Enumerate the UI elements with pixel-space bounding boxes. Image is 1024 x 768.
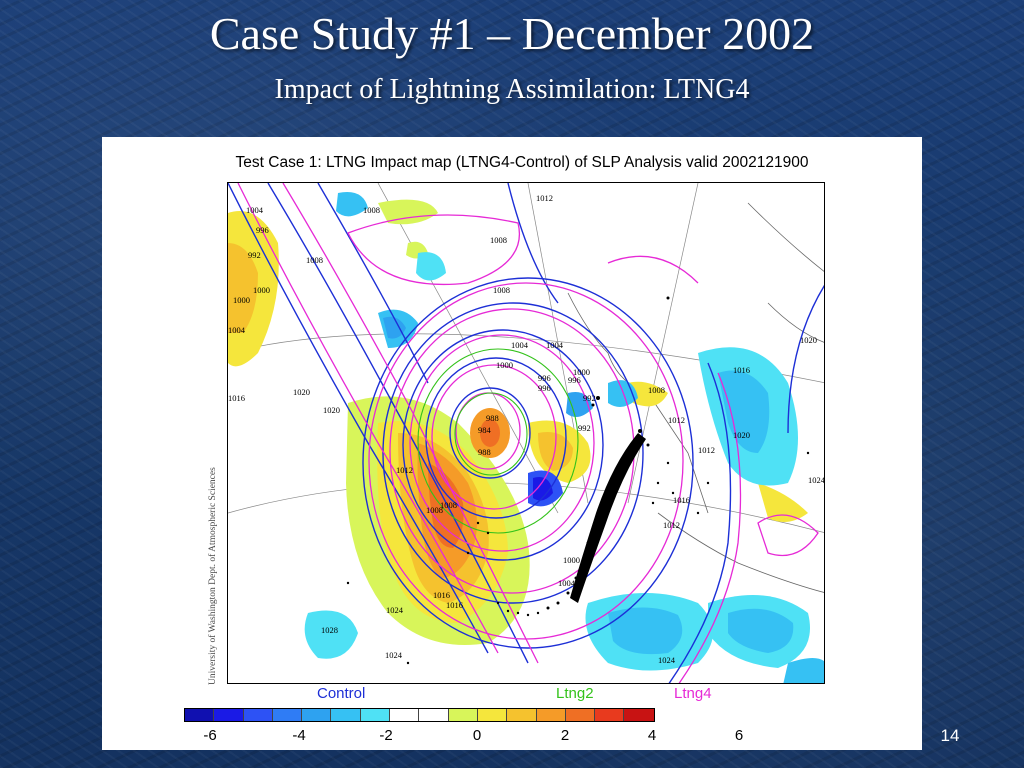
colorbar-swatch bbox=[185, 709, 215, 721]
negative-impact-shading bbox=[304, 192, 824, 683]
colorbar bbox=[184, 708, 655, 722]
colorbar-swatch bbox=[536, 709, 566, 721]
colorbar-swatch bbox=[565, 709, 596, 721]
slide-title: Case Study #1 – December 2002 bbox=[209, 8, 815, 59]
colorbar-swatch bbox=[302, 709, 332, 721]
contour-label: 1024 bbox=[808, 475, 825, 485]
contour-label: 1024 bbox=[658, 655, 676, 665]
contour-label: 984 bbox=[478, 425, 492, 435]
colorbar-swatch bbox=[595, 709, 625, 721]
contour-label: 1024 bbox=[386, 605, 404, 615]
contour-label: 1000 bbox=[573, 367, 590, 377]
legend-ltng2: Ltng2 bbox=[556, 685, 594, 702]
contour-label: 1024 bbox=[385, 650, 403, 660]
colorbar-swatch bbox=[272, 709, 303, 721]
contour-label: 1016 bbox=[433, 590, 450, 600]
slide-number: 14 bbox=[940, 726, 960, 745]
contour-label: 1000 bbox=[563, 555, 580, 565]
contour-label: 1008 bbox=[490, 235, 507, 245]
contour-label: 992 bbox=[578, 423, 591, 433]
contour-label: 1012 bbox=[663, 520, 680, 530]
contour-label: 1016 bbox=[446, 600, 463, 610]
map-title: Test Case 1: LTNG Impact map (LTNG4-Cont… bbox=[235, 154, 809, 171]
colorbar-tick: 6 bbox=[734, 727, 744, 744]
contour-label: 996 bbox=[538, 373, 551, 383]
contour-label: 1008 bbox=[648, 385, 665, 395]
colorbar-swatch bbox=[360, 709, 391, 721]
contour-label: 1004 bbox=[228, 325, 246, 335]
contour-label: 1000 bbox=[496, 360, 513, 370]
lightning-strikes bbox=[346, 296, 810, 665]
credit-text: University of Washington Dept. of Atmosp… bbox=[208, 467, 218, 685]
ltng4-contours bbox=[237, 183, 819, 683]
contour-label: 1012 bbox=[668, 415, 685, 425]
contour-label: 1000 bbox=[253, 285, 270, 295]
contour-label: 1020 bbox=[323, 405, 340, 415]
contour-label: 1028 bbox=[321, 625, 338, 635]
colorbar-tick: 2 bbox=[560, 727, 570, 744]
colorbar-tick: -4 bbox=[292, 727, 306, 744]
ltng2-contours bbox=[417, 348, 579, 534]
contour-label: 1008 bbox=[306, 255, 323, 265]
contour-label: 1016 bbox=[733, 365, 750, 375]
contour-label: 1008 bbox=[440, 500, 457, 510]
contour-label: 992 bbox=[583, 393, 596, 403]
colorbar-swatch bbox=[331, 709, 361, 721]
contour-label: 1020 bbox=[800, 335, 817, 345]
contour-label: 1004 bbox=[558, 578, 576, 588]
contour-label: 1004 bbox=[511, 340, 529, 350]
contour-label: 996 bbox=[568, 375, 581, 385]
contour-label: 1004 bbox=[546, 340, 564, 350]
contour-label: 1012 bbox=[396, 465, 413, 475]
contour-label: 1000 bbox=[233, 295, 250, 305]
contour-label: 1012 bbox=[698, 445, 715, 455]
legend-ltng4: Ltng4 bbox=[674, 685, 712, 702]
colorbar-swatch bbox=[243, 709, 273, 721]
colorbar-tick: 4 bbox=[647, 727, 657, 744]
contour-label: 1016 bbox=[673, 495, 690, 505]
contour-label: 996 bbox=[256, 225, 269, 235]
map-panel: 1012 1016 1008 1008 1008 1004 1000 996 1… bbox=[227, 182, 825, 684]
colorbar-tick: -6 bbox=[203, 727, 217, 744]
colorbar-swatch bbox=[507, 709, 537, 721]
contour-label: 1008 bbox=[363, 205, 380, 215]
control-contours bbox=[228, 183, 824, 683]
colorbar-swatch bbox=[624, 709, 654, 721]
slide-subtitle: Impact of Lightning Assimilation: LTNG4 bbox=[274, 74, 750, 105]
contour-label: 1016 bbox=[228, 393, 245, 403]
contour-label: 1020 bbox=[293, 387, 310, 397]
colorbar-swatch bbox=[214, 709, 244, 721]
contour-label: 988 bbox=[478, 447, 491, 457]
positive-impact-shading bbox=[228, 199, 808, 645]
colorbar-swatch bbox=[448, 709, 478, 721]
contour-label: 1008 bbox=[493, 285, 510, 295]
contour-label: 992 bbox=[248, 250, 261, 260]
contour-label: 1012 bbox=[536, 193, 553, 203]
colorbar-swatch bbox=[419, 709, 449, 721]
colorbar-swatch bbox=[390, 709, 420, 721]
legend-control: Control bbox=[317, 685, 366, 702]
contour-label: 996 bbox=[538, 383, 551, 393]
contour-label: 988 bbox=[486, 413, 499, 423]
slp-impact-figure: Test Case 1: LTNG Impact map (LTNG4-Cont… bbox=[102, 137, 922, 750]
contour-label: 1008 bbox=[426, 505, 443, 515]
colorbar-tick: -2 bbox=[379, 727, 393, 744]
contour-label: 1004 bbox=[246, 205, 264, 215]
contour-label: 1020 bbox=[733, 430, 750, 440]
contour-labels: 1012 1016 1008 1008 1008 1004 1000 996 1… bbox=[228, 193, 825, 665]
colorbar-swatch bbox=[477, 709, 508, 721]
colorbar-tick: 0 bbox=[472, 727, 482, 744]
slp-impact-map: 1012 1016 1008 1008 1008 1004 1000 996 1… bbox=[228, 183, 825, 683]
